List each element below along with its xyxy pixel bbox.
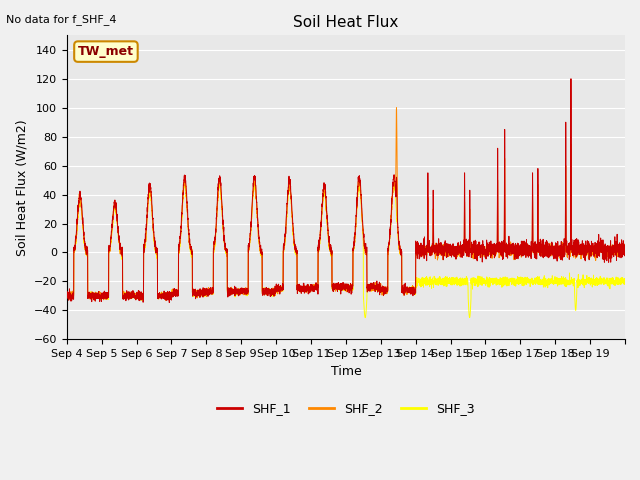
SHF_2	[499, 253, 507, 259]
SHF_3	[390, 180, 398, 185]
Line: SHF_2: SHF_2	[67, 108, 625, 301]
SHF_3	[397, 250, 404, 255]
SHF_3	[367, 284, 374, 290]
SHF_1	[541, 253, 548, 259]
Text: No data for f_SHF_4: No data for f_SHF_4	[6, 14, 117, 25]
Line: SHF_3: SHF_3	[67, 182, 625, 318]
SHF_2	[397, 249, 404, 255]
Text: TW_met: TW_met	[78, 45, 134, 58]
SHF_1	[63, 293, 70, 299]
SHF_2	[91, 298, 99, 304]
SHF_1	[527, 253, 534, 259]
SHF_2	[541, 246, 549, 252]
SHF_3	[621, 277, 629, 283]
Line: SHF_1: SHF_1	[67, 79, 625, 302]
Y-axis label: Soil Heat Flux (W/m2): Soil Heat Flux (W/m2)	[15, 119, 28, 256]
SHF_3	[499, 278, 507, 284]
SHF_2	[527, 249, 534, 255]
SHF_3	[362, 315, 369, 321]
Legend: SHF_1, SHF_2, SHF_3: SHF_1, SHF_2, SHF_3	[212, 397, 480, 420]
SHF_2	[179, 198, 186, 204]
SHF_1	[499, 252, 507, 257]
SHF_2	[392, 105, 400, 110]
Title: Soil Heat Flux: Soil Heat Flux	[293, 15, 399, 30]
SHF_2	[621, 244, 629, 250]
SHF_3	[541, 280, 549, 286]
SHF_3	[179, 205, 186, 211]
X-axis label: Time: Time	[330, 365, 361, 378]
SHF_2	[63, 294, 70, 300]
SHF_1	[397, 247, 404, 253]
SHF_3	[527, 276, 534, 282]
SHF_2	[367, 283, 374, 288]
SHF_3	[63, 295, 70, 301]
SHF_1	[567, 76, 575, 82]
SHF_1	[621, 245, 629, 251]
SHF_1	[367, 285, 374, 291]
SHF_1	[166, 300, 173, 305]
SHF_1	[179, 193, 186, 199]
